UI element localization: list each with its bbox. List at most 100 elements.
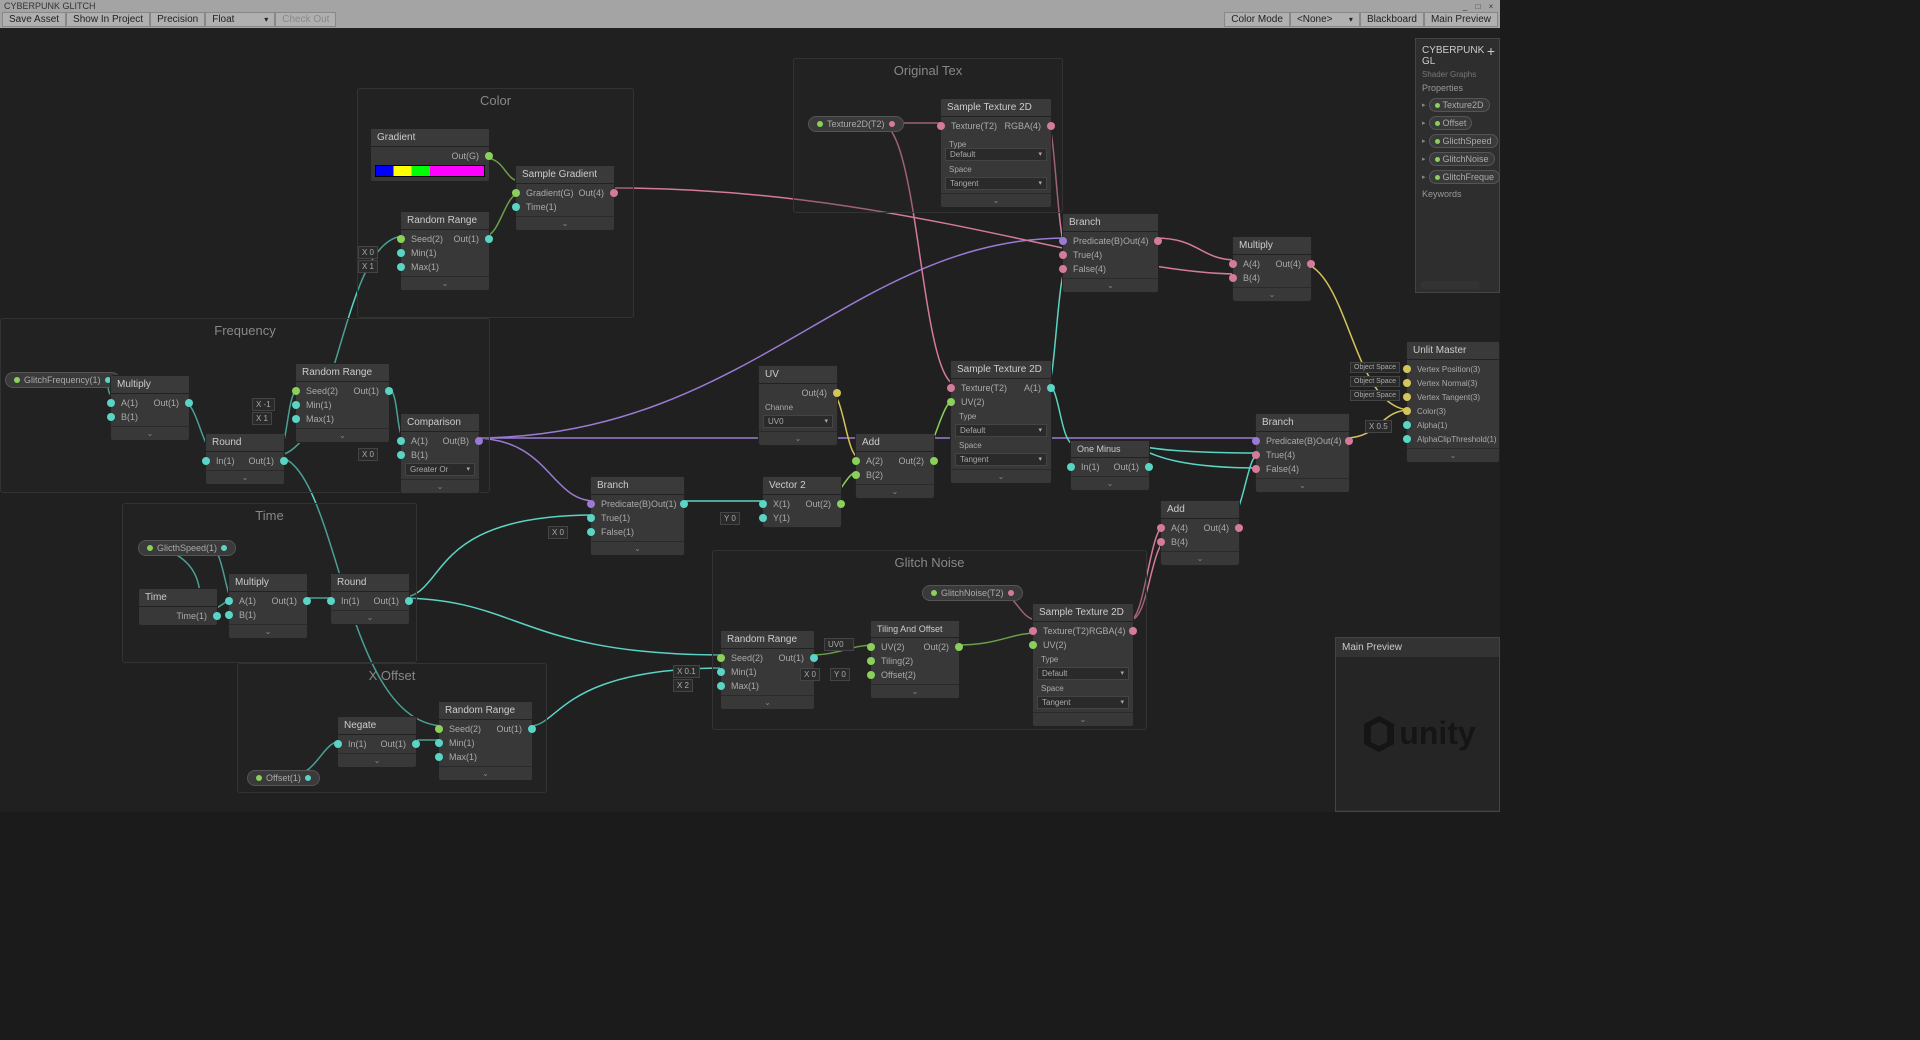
property-item[interactable]: ▸GlicthSpeed xyxy=(1420,132,1495,150)
property-pill-offset[interactable]: Offset(1) xyxy=(247,770,320,786)
port-out[interactable] xyxy=(1345,437,1353,445)
port-in[interactable] xyxy=(292,387,300,395)
inline-input-y[interactable]: Y 0 xyxy=(830,668,850,681)
port-out[interactable] xyxy=(680,500,688,508)
node-collapse[interactable]: ⌄ xyxy=(401,276,489,290)
port-in[interactable] xyxy=(397,249,405,257)
port-in[interactable] xyxy=(759,500,767,508)
node-collapse[interactable]: ⌄ xyxy=(111,426,189,440)
space-label[interactable]: Object Space xyxy=(1350,376,1400,387)
inline-input-x[interactable]: X 1 xyxy=(358,260,378,273)
port-in[interactable] xyxy=(397,235,405,243)
port-in[interactable] xyxy=(435,753,443,761)
node-comparison[interactable]: Comparison A(1)Out(B) B(1) Greater Or ⌄ xyxy=(400,413,480,494)
port-in[interactable] xyxy=(587,528,595,536)
port-in[interactable] xyxy=(397,451,405,459)
port-in[interactable] xyxy=(1067,463,1075,471)
port-out[interactable] xyxy=(955,643,963,651)
port-in[interactable] xyxy=(1229,274,1237,282)
port-in[interactable] xyxy=(107,413,115,421)
port-out[interactable] xyxy=(528,725,536,733)
port-in[interactable] xyxy=(202,457,210,465)
port-in[interactable] xyxy=(512,203,520,211)
port-in[interactable] xyxy=(937,122,945,130)
gradient-preview[interactable] xyxy=(375,165,485,177)
port-in[interactable] xyxy=(1029,641,1037,649)
node-randomrange[interactable]: Random Range Seed(2)Out(1) Min(1) Max(1)… xyxy=(295,363,390,443)
port-in[interactable] xyxy=(1252,465,1260,473)
node-round[interactable]: Round In(1)Out(1) ⌄ xyxy=(330,573,410,625)
port-out[interactable] xyxy=(1047,384,1055,392)
show-in-project-button[interactable]: Show In Project xyxy=(66,12,150,27)
port-in[interactable] xyxy=(1059,237,1067,245)
node-collapse[interactable]: ⌄ xyxy=(1071,476,1149,490)
space-dropdown[interactable]: Tangent xyxy=(1037,696,1129,709)
port-in[interactable] xyxy=(1403,393,1411,401)
node-collapse[interactable]: ⌄ xyxy=(1233,287,1311,301)
node-multiply[interactable]: Multiply A(1)Out(1) B(1) ⌄ xyxy=(110,375,190,441)
port-out[interactable] xyxy=(485,152,493,160)
inline-input-x[interactable]: X 0 xyxy=(358,448,378,461)
port-in[interactable] xyxy=(397,263,405,271)
node-collapse[interactable]: ⌄ xyxy=(951,469,1051,483)
space-dropdown[interactable]: Tangent xyxy=(955,453,1047,466)
node-sampletexture2d[interactable]: Sample Texture 2D Texture(T2)RGBA(4) UV(… xyxy=(1032,603,1134,727)
scrollbar[interactable] xyxy=(1420,281,1480,289)
minimize-icon[interactable]: _ xyxy=(1460,2,1470,10)
comparison-mode-dropdown[interactable]: Greater Or xyxy=(405,463,475,476)
uv-channel-dropdown[interactable]: UV0 xyxy=(763,415,833,428)
port-out[interactable] xyxy=(405,597,413,605)
node-collapse[interactable]: ⌄ xyxy=(401,479,479,493)
node-unlitmaster[interactable]: Unlit Master Vertex Position(3) Vertex N… xyxy=(1406,341,1500,463)
node-vector2[interactable]: Vector 2 X(1)Out(2) Y(1) xyxy=(762,476,842,528)
node-branch[interactable]: Branch Predicate(B)Out(4) True(4) False(… xyxy=(1062,213,1159,293)
port-out[interactable] xyxy=(810,654,818,662)
node-branch[interactable]: Branch Predicate(B)Out(4) True(4) False(… xyxy=(1255,413,1350,493)
inline-input-x[interactable]: X 0.1 xyxy=(673,665,700,678)
node-collapse[interactable]: ⌄ xyxy=(206,470,284,484)
space-label[interactable]: Object Space xyxy=(1350,362,1400,373)
port-in[interactable] xyxy=(947,384,955,392)
node-sampletexture2d[interactable]: Sample Texture 2D Texture(T2)A(1) UV(2) … xyxy=(950,360,1052,484)
port-out[interactable] xyxy=(185,399,193,407)
port-out[interactable] xyxy=(610,189,618,197)
port-in[interactable] xyxy=(397,437,405,445)
port-in[interactable] xyxy=(947,398,955,406)
save-asset-button[interactable]: Save Asset xyxy=(2,12,66,27)
port-in[interactable] xyxy=(292,415,300,423)
port-out[interactable] xyxy=(1145,463,1153,471)
port-in[interactable] xyxy=(717,654,725,662)
port-in[interactable] xyxy=(852,457,860,465)
property-pill-glitchfrequency[interactable]: GlitchFrequency(1) xyxy=(5,372,120,388)
port-in[interactable] xyxy=(334,740,342,748)
node-add[interactable]: Add A(4)Out(4) B(4) ⌄ xyxy=(1160,500,1240,566)
port-in[interactable] xyxy=(435,739,443,747)
space-dropdown[interactable]: Tangent xyxy=(945,177,1047,190)
port-in[interactable] xyxy=(1059,251,1067,259)
node-collapse[interactable]: ⌄ xyxy=(856,484,934,498)
mainpreview-button[interactable]: Main Preview xyxy=(1424,12,1498,27)
port-out[interactable] xyxy=(412,740,420,748)
node-collapse[interactable]: ⌄ xyxy=(591,541,684,555)
node-collapse[interactable]: ⌄ xyxy=(1033,712,1133,726)
node-sampletexture2d[interactable]: Sample Texture 2D Texture(T2)RGBA(4) Typ… xyxy=(940,98,1052,208)
node-add[interactable]: Add A(2)Out(2) B(2) ⌄ xyxy=(855,433,935,499)
property-item[interactable]: ▸GlitchNoise xyxy=(1420,150,1495,168)
port-in[interactable] xyxy=(852,471,860,479)
port-out[interactable] xyxy=(485,235,493,243)
port-in[interactable] xyxy=(717,682,725,690)
node-multiply[interactable]: Multiply A(1)Out(1) B(1) ⌄ xyxy=(228,573,308,639)
node-collapse[interactable]: ⌄ xyxy=(941,193,1051,207)
node-oneminus[interactable]: One Minus In(1)Out(1) ⌄ xyxy=(1070,440,1150,491)
property-item[interactable]: ▸Texture2D xyxy=(1420,96,1495,114)
checkout-button[interactable]: Check Out xyxy=(275,12,336,27)
port-out[interactable] xyxy=(385,387,393,395)
port-in[interactable] xyxy=(1403,407,1411,415)
port-in[interactable] xyxy=(1229,260,1237,268)
port-in[interactable] xyxy=(1403,379,1411,387)
type-dropdown[interactable]: Default xyxy=(945,148,1047,161)
node-collapse[interactable]: ⌄ xyxy=(721,695,814,709)
port-in[interactable] xyxy=(587,514,595,522)
node-tilingoffset[interactable]: Tiling And Offset UV(2)Out(2) Tiling(2) … xyxy=(870,620,960,699)
inline-input-x[interactable]: X 0 xyxy=(358,246,378,259)
